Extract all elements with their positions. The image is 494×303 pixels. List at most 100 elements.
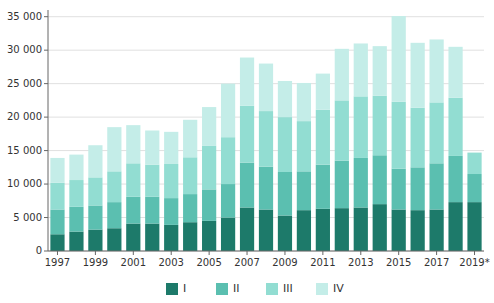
bar-segment bbox=[221, 218, 235, 251]
y-tick-label: 35 000 bbox=[7, 11, 42, 22]
bar-segment bbox=[107, 127, 121, 171]
y-tick bbox=[44, 50, 48, 51]
bar-segment bbox=[107, 202, 121, 228]
bar-segment bbox=[164, 225, 178, 251]
bar-segment bbox=[411, 108, 425, 168]
bar-segment bbox=[316, 110, 330, 165]
bar-segment bbox=[335, 100, 349, 160]
x-tick-label: 2001 bbox=[121, 257, 146, 268]
x-tick bbox=[436, 251, 437, 255]
bar-segment bbox=[278, 172, 292, 216]
legend-label: III bbox=[283, 282, 293, 295]
chart: 05 00010 00015 00020 00025 00030 00035 0… bbox=[0, 0, 494, 303]
legend-swatch bbox=[166, 283, 178, 295]
bar-segment bbox=[126, 224, 140, 251]
bar-segment bbox=[373, 155, 387, 204]
bar-segment bbox=[202, 146, 216, 190]
bar-segment bbox=[240, 106, 254, 163]
bar-segment bbox=[145, 165, 159, 197]
bar-segment bbox=[107, 171, 121, 202]
bar-segment bbox=[278, 216, 292, 251]
legend-swatch bbox=[266, 283, 278, 295]
bar-segment bbox=[316, 165, 330, 209]
grid-line bbox=[48, 16, 484, 17]
legend-swatch bbox=[316, 283, 328, 295]
y-tick-label: 0 bbox=[36, 245, 42, 256]
x-tick bbox=[247, 251, 248, 255]
bar-segment bbox=[354, 158, 368, 208]
x-axis-line bbox=[48, 251, 484, 252]
bar-segment bbox=[202, 189, 216, 220]
y-tick-label: 15 000 bbox=[7, 145, 42, 156]
bar-segment bbox=[467, 202, 481, 251]
bar-segment bbox=[183, 194, 197, 222]
bar-segment bbox=[145, 224, 159, 251]
bar-segment bbox=[411, 43, 425, 108]
bar-segment bbox=[69, 155, 83, 180]
bar-segment bbox=[335, 161, 349, 209]
bar-segment bbox=[448, 202, 462, 251]
grid bbox=[48, 17, 484, 251]
x-tick-label: 2015 bbox=[386, 257, 411, 268]
bar-segment bbox=[297, 83, 311, 121]
bar-segment bbox=[240, 207, 254, 251]
bar-segment bbox=[297, 121, 311, 171]
y-tick-label: 5 000 bbox=[13, 212, 42, 223]
bar-segment bbox=[354, 96, 368, 158]
bar-segment bbox=[259, 111, 273, 167]
bar-segment bbox=[316, 209, 330, 251]
x-tick bbox=[322, 251, 323, 255]
bar-segment bbox=[183, 157, 197, 194]
x-tick bbox=[171, 251, 172, 255]
x-tick-label: 2009 bbox=[272, 257, 297, 268]
y-tick bbox=[44, 83, 48, 84]
bar-segment bbox=[164, 164, 178, 198]
bar-segment bbox=[183, 120, 197, 157]
bar-segment bbox=[278, 81, 292, 117]
bar-segment bbox=[259, 64, 273, 112]
bar-segment bbox=[354, 207, 368, 251]
bar-segment bbox=[278, 117, 292, 172]
x-tick bbox=[398, 251, 399, 255]
bar-segment bbox=[392, 16, 406, 102]
y-tick bbox=[44, 16, 48, 17]
bar-segment bbox=[430, 163, 444, 209]
x-tick bbox=[95, 251, 96, 255]
bar-segment bbox=[467, 153, 481, 174]
bar-segment bbox=[467, 152, 481, 153]
x-tick-label: 2007 bbox=[234, 257, 259, 268]
y-tick bbox=[44, 150, 48, 151]
x-tick bbox=[57, 251, 58, 255]
y-axis: 05 00010 00015 00020 00025 00030 00035 0… bbox=[7, 10, 48, 256]
bar-segment bbox=[221, 184, 235, 217]
legend-label: I bbox=[183, 282, 186, 295]
x-tick-label: 2011 bbox=[310, 257, 335, 268]
y-tick-label: 10 000 bbox=[7, 178, 42, 189]
x-tick-label: 2013 bbox=[348, 257, 373, 268]
x-tick-label: 1999 bbox=[83, 257, 108, 268]
bar-segment bbox=[335, 49, 349, 101]
bar-segment bbox=[430, 39, 444, 102]
y-axis-line bbox=[48, 10, 49, 251]
bar-segment bbox=[202, 221, 216, 251]
bar-segment bbox=[107, 228, 121, 251]
legend-label: IV bbox=[333, 282, 344, 295]
bar-segment bbox=[373, 96, 387, 156]
bar-segment bbox=[164, 132, 178, 164]
x-tick-label: 2017 bbox=[424, 257, 449, 268]
bar-segment bbox=[50, 209, 64, 234]
series bbox=[50, 16, 462, 183]
bar-segment bbox=[145, 197, 159, 224]
x-tick bbox=[209, 251, 210, 255]
bar-segment bbox=[373, 204, 387, 251]
bar-segment bbox=[69, 207, 83, 232]
bar-segment bbox=[69, 232, 83, 251]
bar-segment bbox=[259, 209, 273, 251]
bar-segment bbox=[126, 125, 140, 163]
bar-segment bbox=[145, 131, 159, 165]
bar-segment bbox=[411, 167, 425, 210]
bar-segment bbox=[164, 198, 178, 225]
bar-segment bbox=[183, 222, 197, 251]
y-tick-label: 20 000 bbox=[7, 111, 42, 122]
bar-segment bbox=[354, 43, 368, 96]
